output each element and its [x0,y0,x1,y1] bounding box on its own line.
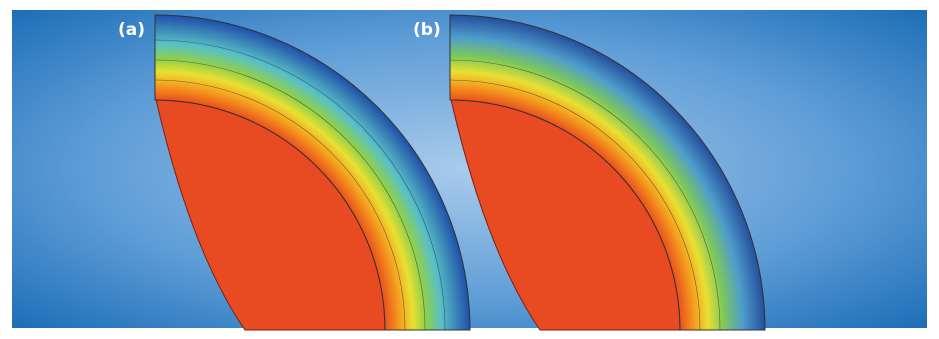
figure: (a) (b) [0,0,939,339]
panel-label: (a) [118,20,145,40]
panel-label: (b) [413,20,441,40]
